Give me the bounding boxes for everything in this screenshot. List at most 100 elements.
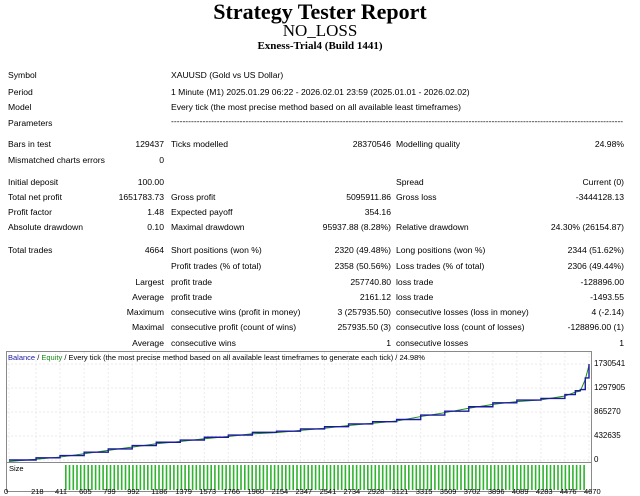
build-info: Exness-Trial4 (Build 1441) xyxy=(257,40,383,52)
size-bar xyxy=(400,465,403,490)
x-tick-label: 3509 xyxy=(439,487,457,496)
x-tick-label: 2734 xyxy=(343,487,361,496)
x-tick-label: 4476 xyxy=(559,487,577,496)
size-bar xyxy=(158,465,160,490)
balance-chart xyxy=(6,351,592,463)
size-bar xyxy=(135,465,138,490)
largest-profit-label: profit trade xyxy=(171,277,213,287)
period-label: Period xyxy=(8,87,33,97)
avg-cons-losses-value: 1 xyxy=(619,338,624,348)
size-bar xyxy=(72,465,75,490)
modelling-quality-value: 24.98% xyxy=(594,139,624,149)
size-bar xyxy=(367,465,369,490)
size-bar xyxy=(415,465,418,490)
size-bar xyxy=(531,465,533,490)
absolute-drawdown-value: 0.10 xyxy=(147,222,164,232)
spread-value: Current (0) xyxy=(582,177,624,187)
size-bar xyxy=(65,465,67,490)
size-bar xyxy=(214,465,216,490)
size-bar xyxy=(381,465,384,490)
size-bar xyxy=(322,465,324,490)
profit-trades-label: Profit trades (% of total) xyxy=(171,261,262,271)
x-tick-label: 2541 xyxy=(319,487,337,496)
model-label: Model xyxy=(8,102,32,112)
report-title: Strategy Tester Report xyxy=(213,0,427,24)
max-cons-wins-value: 3 (257935.50) xyxy=(337,307,391,317)
chart-legend: Balance / Equity / Every tick (the most … xyxy=(8,353,425,362)
size-bar xyxy=(120,465,123,490)
size-bar xyxy=(452,465,455,490)
size-bar xyxy=(296,465,298,490)
spread-label: Spread xyxy=(396,177,424,187)
size-bar xyxy=(128,465,130,490)
size-label: Size xyxy=(9,464,24,473)
size-bar xyxy=(79,465,82,490)
size-bar xyxy=(549,465,552,490)
size-bar xyxy=(288,465,291,490)
size-bar xyxy=(564,465,567,490)
size-bar xyxy=(538,465,541,490)
size-bar xyxy=(501,465,503,490)
size-bar xyxy=(314,465,317,490)
y-tick-label: 1297905 xyxy=(594,383,626,392)
size-bar xyxy=(184,465,186,490)
size-bar xyxy=(471,465,473,490)
size-bar xyxy=(493,465,496,490)
maximal-drawdown-label: Maximal drawdown xyxy=(171,222,245,232)
size-bar xyxy=(68,465,71,490)
size-bar xyxy=(169,465,171,490)
x-tick-label: 1573 xyxy=(199,487,217,496)
x-tick-label: 2928 xyxy=(367,487,385,496)
size-bar xyxy=(329,465,332,490)
x-tick-label: 1766 xyxy=(223,487,241,496)
relative-drawdown-value: 24.30% (26154.87) xyxy=(550,222,624,232)
size-bar xyxy=(445,465,447,490)
short-positions-value: 2320 (49.48%) xyxy=(334,245,391,255)
average-profit-label: profit trade xyxy=(171,292,213,302)
size-bar xyxy=(262,465,265,490)
size-bar xyxy=(482,465,485,490)
total-trades-label: Total trades xyxy=(8,245,53,255)
profit-factor-value: 1.48 xyxy=(147,207,164,217)
maximal-cons-loss-value: -128896.00 (1) xyxy=(567,322,624,332)
relative-drawdown-label: Relative drawdown xyxy=(396,222,469,232)
size-bar xyxy=(277,465,280,490)
size-bar xyxy=(221,465,224,490)
size-bar xyxy=(572,465,574,490)
maximal-label: Maximal xyxy=(132,322,164,332)
size-bar xyxy=(139,465,142,490)
size-bar xyxy=(132,465,134,490)
size-bar xyxy=(512,465,514,490)
largest-loss-label: loss trade xyxy=(396,277,434,287)
size-bar xyxy=(374,465,377,490)
size-bar xyxy=(348,465,350,490)
size-bar xyxy=(229,465,231,490)
max-cons-losses-value: 4 (-2.14) xyxy=(591,307,624,317)
size-bar xyxy=(508,465,511,490)
size-bar xyxy=(124,465,127,490)
largest-profit-value: 257740.80 xyxy=(350,277,391,287)
size-bar xyxy=(337,465,339,490)
maximal-cons-profit-value: 257935.50 (3) xyxy=(337,322,391,332)
size-bar xyxy=(516,465,518,490)
parameters-value: ----------------------------------------… xyxy=(171,116,623,126)
size-bar xyxy=(546,465,548,490)
size-bar xyxy=(240,465,242,490)
bars-in-test-label: Bars in test xyxy=(8,139,51,149)
maximal-cons-profit-label: consecutive profit (count of wins) xyxy=(171,322,297,332)
x-tick-label: 3702 xyxy=(463,487,481,496)
x-tick-label: 4089 xyxy=(511,487,529,496)
size-bar xyxy=(251,465,253,490)
size-bar xyxy=(389,465,391,490)
initial-deposit-label: Initial deposit xyxy=(8,177,59,187)
symbol-label: Symbol xyxy=(8,70,37,80)
size-bar xyxy=(467,465,470,490)
size-bar xyxy=(154,465,157,490)
size-bar xyxy=(83,465,86,490)
bars-in-test-value: 129437 xyxy=(135,139,164,149)
size-bar xyxy=(76,465,78,490)
size-bar xyxy=(568,465,570,490)
total-trades-value: 4664 xyxy=(144,245,164,255)
size-bar xyxy=(464,465,466,490)
expected-payoff-value: 354.16 xyxy=(364,207,391,217)
